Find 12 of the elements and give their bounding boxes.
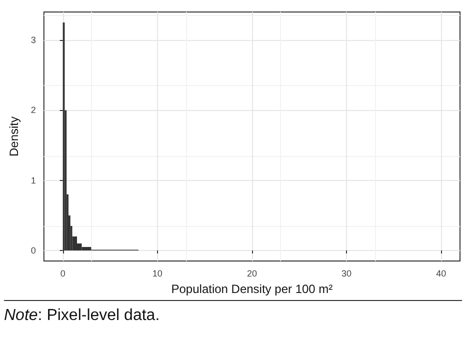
y-tick-label: 1 — [30, 175, 36, 186]
y-tick-label: 2 — [30, 105, 36, 116]
x-tick-label: 30 — [342, 268, 352, 278]
y-tick-label: 0 — [30, 245, 36, 256]
x-tick-label: 40 — [436, 268, 446, 278]
x-tick-label: 0 — [60, 268, 66, 278]
y-axis-title: Density — [7, 116, 21, 157]
x-tick-label: 10 — [152, 268, 162, 278]
y-tick-label: 3 — [30, 35, 36, 46]
text: Note: Pixel-level data. — [4, 307, 161, 325]
x-axis-title: Population Density per 100 m² — [171, 282, 333, 296]
x-tick-label: 20 — [246, 268, 257, 278]
